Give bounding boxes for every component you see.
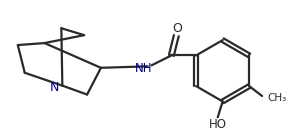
- Text: CH₃: CH₃: [267, 93, 286, 103]
- Text: N: N: [50, 81, 59, 94]
- Text: HO: HO: [209, 118, 227, 131]
- Text: O: O: [172, 22, 182, 35]
- Text: NH: NH: [135, 62, 153, 75]
